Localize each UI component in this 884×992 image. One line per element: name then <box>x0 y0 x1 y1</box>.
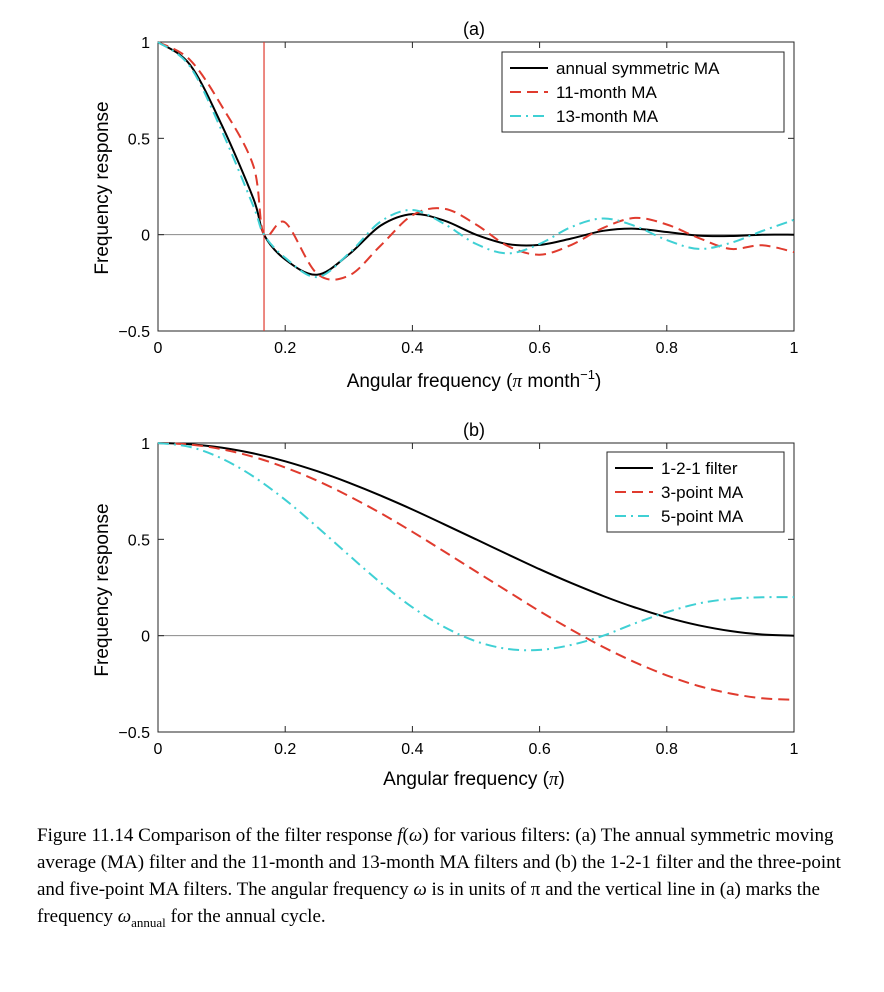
x-tick-label: 0 <box>154 340 163 357</box>
y-tick-label: 1 <box>141 436 150 453</box>
legend: annual symmetric MA 11-month MA 13-month M… <box>501 51 785 133</box>
y-tick-label: 1 <box>141 35 150 52</box>
y-axis-label: Frequency response <box>92 101 113 274</box>
x-axis-label: Angular frequency (π month−1) <box>347 367 602 392</box>
y-axis-label: Frequency response <box>92 503 113 676</box>
x-tick-label: 1 <box>790 741 799 758</box>
series-line-3 <box>157 41 795 279</box>
y-tick-label: −0.5 <box>118 324 150 341</box>
x-tick-label: 0.6 <box>528 340 550 357</box>
series-line-2 <box>157 442 795 701</box>
panel-a: (a) Frequency response Angular frequency… <box>92 19 799 392</box>
panel-title: (a) <box>463 19 485 39</box>
legend-label: 5-point MA <box>661 507 744 526</box>
x-tick-label: 0.6 <box>528 741 550 758</box>
x-tick-label: 0.8 <box>656 340 678 357</box>
panel-title: (b) <box>463 420 485 440</box>
y-tick-label: 0 <box>141 228 150 245</box>
x-axis-label: Angular frequency (π) <box>383 769 565 790</box>
panel-b: (b) Frequency response Angular frequency… <box>92 420 799 790</box>
legend-label: 1-2-1 filter <box>661 459 738 478</box>
y-tick-label: 0 <box>141 629 150 646</box>
caption-f: f <box>397 825 403 846</box>
legend-label: 11-month MA <box>556 83 657 102</box>
x-tick-label: 0.8 <box>656 741 678 758</box>
plot-frame <box>157 41 795 332</box>
x-tick-label: 0.4 <box>401 340 423 357</box>
legend-label: 13-month MA <box>556 107 659 126</box>
x-tick-label: 0.4 <box>401 741 423 758</box>
x-tick-label: 1 <box>790 340 799 357</box>
series-line-3 <box>157 442 795 652</box>
series-line-1 <box>157 41 795 276</box>
x-tick-label: 0.2 <box>274 741 296 758</box>
legend-box <box>501 51 785 133</box>
x-tick-label: 0 <box>154 741 163 758</box>
y-tick-label: 0.5 <box>128 532 150 549</box>
y-tick-label: 0.5 <box>128 131 150 148</box>
figure: (a) Frequency response Angular frequency… <box>92 19 799 790</box>
legend-label: annual symmetric MA <box>556 59 720 78</box>
x-tick-label: 0.2 <box>274 340 296 357</box>
legend: 1-2-1 filter 3-point MA 5-point MA <box>606 451 785 533</box>
series-line-1 <box>157 442 795 637</box>
series-line-2 <box>157 41 795 281</box>
y-tick-label: −0.5 <box>118 725 150 742</box>
plot-frame <box>157 442 795 733</box>
figure-caption: Figure 11.14 Comparison of the filter re… <box>37 825 841 930</box>
legend-label: 3-point MA <box>661 483 744 502</box>
